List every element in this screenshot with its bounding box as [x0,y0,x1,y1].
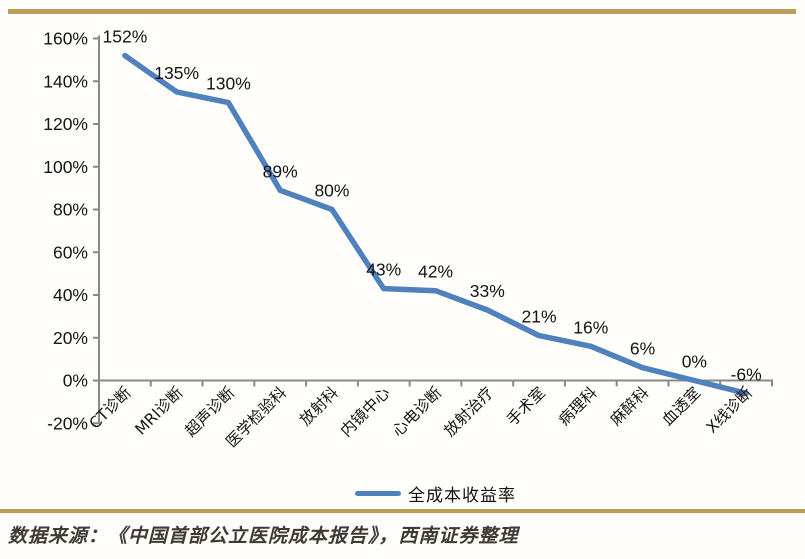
value-label: 6% [630,339,655,359]
value-labels: 152% 135% 130% 89% 80% 43% 42% 33% 21% 16% 6% 0% -6% [103,27,762,385]
top-border-line [8,9,796,14]
value-label: 0% [682,352,707,372]
y-axis-tick-label: 120% [43,114,88,134]
bottom-border-line [0,509,805,513]
category-label: 放射科 [296,384,342,430]
y-axis-tick-label: 40% [53,285,88,305]
value-label: 42% [418,262,453,282]
y-axis-tick-label: 0% [63,371,88,391]
chart-legend: 全成本收益率 [33,483,805,506]
category-labels: CT诊断MRI诊断超声诊断医学检验科 放射科内镜中心心电诊断放射治疗 手术室 病理科麻… [86,383,756,451]
legend-line-swatch [355,490,401,496]
category-label: 病理科 [555,384,601,430]
value-label: 16% [573,317,608,337]
y-axis-tick-label: 20% [53,328,88,348]
y-axis-labels: 160% 140% 120% 100% 80% 60% 40% 20% 0% -20% [43,29,88,434]
value-label: 43% [366,260,401,280]
value-label: 130% [206,74,251,94]
category-label: 放射治疗 [441,384,498,441]
axes [93,35,773,425]
data-line-full-cost-return [122,52,749,397]
value-label: 89% [263,161,298,181]
y-axis-tick-label: 80% [53,200,88,220]
y-axis-tick-label: 100% [43,157,88,177]
y-axis-tick-label: 160% [43,29,88,49]
legend-series-label: 全成本收益率 [408,485,516,506]
y-axis-tick-label: -20% [47,413,88,433]
category-label: CT诊断 [86,384,135,433]
value-label: 152% [103,27,148,47]
source-note: 数据来源：《中国首部公立医院成本报告》，西南证券整理 [8,525,519,547]
value-label: -6% [731,364,762,384]
category-label: 麻醉科 [607,384,653,430]
y-axis-tick-label: 60% [53,242,88,262]
category-label: 内镜中心 [336,383,393,440]
value-label: 135% [154,63,199,83]
y-axis-tick-label: 140% [43,71,88,91]
category-label: 心电诊断 [389,384,446,441]
value-label: 33% [470,281,505,301]
value-label: 80% [314,181,349,201]
category-label: MRI诊断 [132,384,187,439]
value-label: 21% [522,307,557,327]
category-label: 手术室 [503,384,549,430]
category-label: 血透室 [659,384,705,430]
